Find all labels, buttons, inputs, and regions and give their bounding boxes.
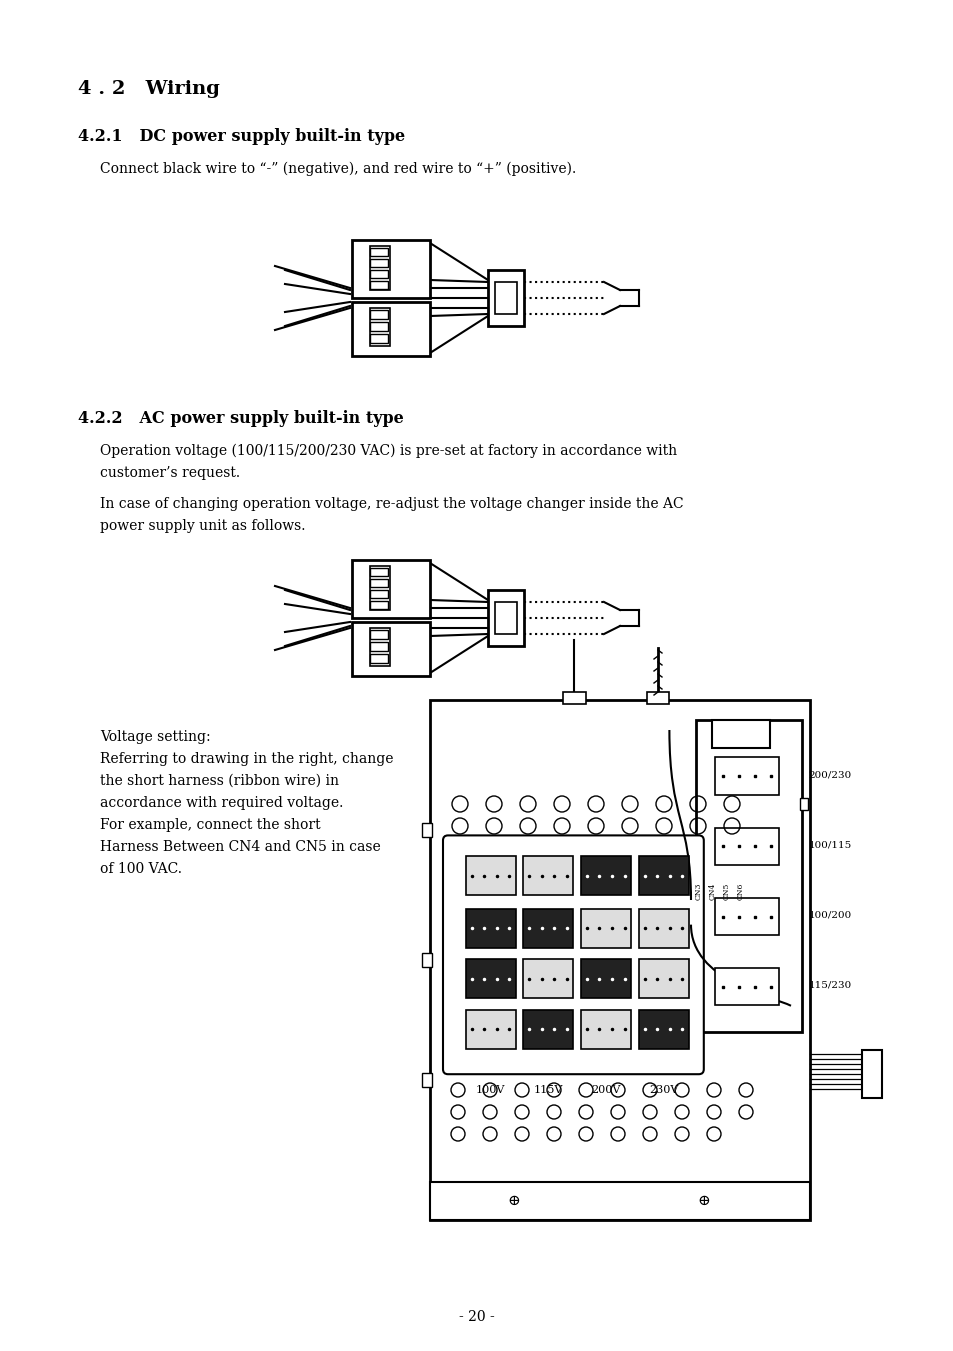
Bar — [715, 758, 779, 794]
Bar — [522, 959, 573, 998]
Bar — [370, 628, 390, 666]
Bar — [646, 692, 669, 704]
Bar — [522, 857, 573, 896]
Text: of 100 VAC.: of 100 VAC. — [100, 862, 182, 875]
Text: 100V: 100V — [476, 1085, 505, 1096]
Text: Voltage setting:: Voltage setting: — [100, 730, 211, 744]
Bar — [421, 823, 432, 838]
Bar — [580, 1009, 631, 1048]
Bar — [370, 249, 388, 255]
Bar — [370, 308, 390, 346]
Text: ⊕: ⊕ — [697, 1194, 709, 1208]
Bar — [715, 969, 779, 1005]
Bar — [430, 1182, 809, 1220]
Bar — [352, 303, 430, 357]
Bar — [580, 959, 631, 998]
Bar — [352, 561, 430, 617]
Bar — [370, 590, 388, 598]
Text: Connect black wire to “-” (negative), and red wire to “+” (positive).: Connect black wire to “-” (negative), an… — [100, 162, 576, 177]
Bar — [638, 959, 688, 998]
Bar — [370, 334, 388, 343]
Bar — [638, 857, 688, 896]
Text: customer’s request.: customer’s request. — [100, 466, 240, 480]
Bar — [370, 580, 388, 586]
Bar — [465, 959, 516, 998]
Bar — [370, 259, 388, 267]
Bar — [488, 590, 523, 646]
Text: 115V: 115V — [533, 1085, 562, 1096]
Bar — [488, 270, 523, 326]
Text: 4 . 2   Wiring: 4 . 2 Wiring — [78, 80, 219, 99]
Text: For example, connect the short: For example, connect the short — [100, 817, 320, 832]
Bar — [370, 309, 388, 319]
Text: ⊕: ⊕ — [507, 1194, 519, 1208]
Bar — [370, 642, 388, 651]
Text: CN3
CN4
CN5
CN6: CN3 CN4 CN5 CN6 — [694, 882, 743, 900]
Text: 4.2.1   DC power supply built-in type: 4.2.1 DC power supply built-in type — [78, 128, 405, 145]
Text: - 20 -: - 20 - — [458, 1310, 495, 1324]
Text: 115/230: 115/230 — [807, 981, 851, 990]
Bar — [421, 1073, 432, 1086]
Bar — [430, 700, 809, 1220]
Bar — [580, 909, 631, 948]
Bar — [421, 952, 432, 967]
Text: the short harness (ribbon wire) in: the short harness (ribbon wire) in — [100, 774, 338, 788]
Bar — [370, 567, 388, 576]
Bar — [862, 1050, 882, 1098]
Text: In case of changing operation voltage, re-adjust the voltage changer inside the : In case of changing operation voltage, r… — [100, 497, 683, 511]
Bar — [352, 240, 430, 299]
Text: Operation voltage (100/115/200/230 VAC) is pre-set at factory in accordance with: Operation voltage (100/115/200/230 VAC) … — [100, 444, 677, 458]
FancyBboxPatch shape — [442, 835, 703, 1074]
Bar — [370, 630, 388, 639]
Bar — [638, 1009, 688, 1048]
Bar — [522, 1009, 573, 1048]
Bar — [370, 601, 388, 609]
Bar — [715, 898, 779, 935]
Bar — [715, 828, 779, 865]
Text: 4.2.2   AC power supply built-in type: 4.2.2 AC power supply built-in type — [78, 409, 403, 427]
Bar — [522, 909, 573, 948]
Text: power supply unit as follows.: power supply unit as follows. — [100, 519, 305, 534]
Bar — [495, 603, 517, 634]
Bar — [800, 798, 807, 811]
Bar — [465, 909, 516, 948]
Text: 100/115: 100/115 — [807, 840, 851, 850]
Bar — [465, 857, 516, 896]
Text: 230V: 230V — [648, 1085, 678, 1096]
Bar — [352, 621, 430, 676]
Bar — [465, 1009, 516, 1048]
Bar — [562, 692, 585, 704]
Bar — [370, 654, 388, 663]
Text: Referring to drawing in the right, change: Referring to drawing in the right, chang… — [100, 753, 393, 766]
Bar — [370, 281, 388, 289]
Bar — [580, 857, 631, 896]
Text: 200/230: 200/230 — [807, 770, 851, 780]
Bar — [638, 909, 688, 948]
Bar — [370, 270, 388, 278]
Bar — [370, 322, 388, 331]
Bar — [711, 720, 770, 748]
Bar — [495, 282, 517, 313]
Text: Harness Between CN4 and CN5 in case: Harness Between CN4 and CN5 in case — [100, 840, 380, 854]
Bar — [370, 246, 390, 290]
Bar — [696, 720, 801, 1032]
Text: accordance with required voltage.: accordance with required voltage. — [100, 796, 343, 811]
Text: 200V: 200V — [591, 1085, 620, 1096]
Bar — [370, 566, 390, 611]
Text: 100/200: 100/200 — [807, 911, 851, 920]
